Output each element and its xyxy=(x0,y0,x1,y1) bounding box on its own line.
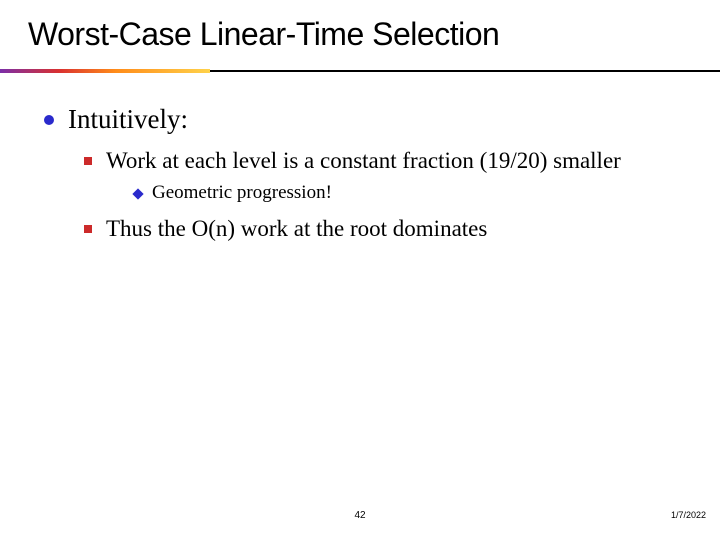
slide-date: 1/7/2022 xyxy=(671,510,706,520)
bullet-level2: Work at each level is a constant fractio… xyxy=(84,147,670,176)
title-rule xyxy=(0,69,720,73)
slide-title: Worst-Case Linear-Time Selection xyxy=(0,0,720,63)
bullet-level2-text: Thus the O(n) work at the root dominates xyxy=(106,215,487,244)
slide-content: Intuitively: Work at each level is a con… xyxy=(0,103,720,244)
diamond-bullet-icon xyxy=(132,188,143,199)
square-bullet-icon xyxy=(84,157,92,165)
page-number: 42 xyxy=(354,510,365,521)
bullet-level2: Thus the O(n) work at the root dominates xyxy=(84,215,670,244)
title-rule-line xyxy=(210,70,720,72)
bullet-level3: Geometric progression! xyxy=(134,182,670,205)
slide: Worst-Case Linear-Time Selection Intuiti… xyxy=(0,0,720,540)
bullet-level1-text: Intuitively: xyxy=(68,103,188,135)
title-rule-gradient xyxy=(0,69,210,73)
square-bullet-icon xyxy=(84,225,92,233)
bullet-level1: Intuitively: xyxy=(44,103,670,135)
bullet-level3-text: Geometric progression! xyxy=(152,182,332,205)
bullet-level2-text: Work at each level is a constant fractio… xyxy=(106,147,621,176)
circle-bullet-icon xyxy=(44,115,54,125)
slide-footer: 42 1/7/2022 xyxy=(0,510,720,530)
